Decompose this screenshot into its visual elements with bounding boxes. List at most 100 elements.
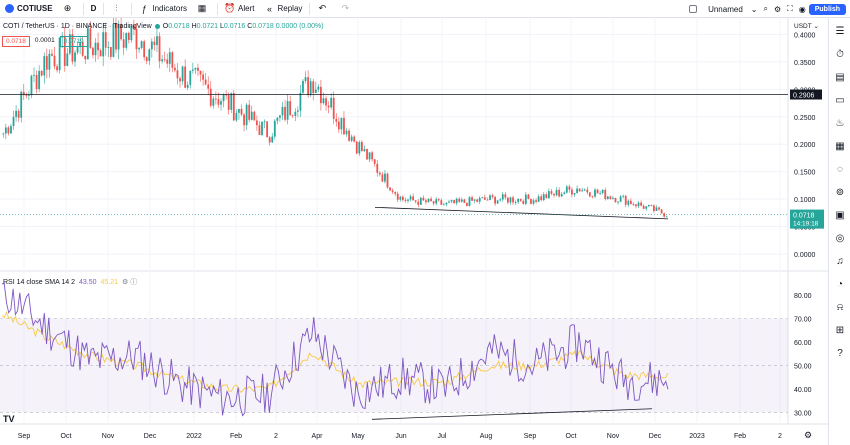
publish-button[interactable]: Publish — [808, 3, 846, 15]
hotlists-flame-icon[interactable]: ♨ — [835, 118, 845, 129]
candle-body — [145, 57, 148, 61]
candle-body — [30, 75, 33, 96]
right-toolbar: ☰ ⏱ ▤ ▭ ♨ ▦ ◌ ⊚ ▣ ◎ ♫ ◔ ⍾ ⊞ ? — [828, 18, 850, 445]
layout-checkbox[interactable] — [689, 5, 698, 13]
layout-menu-chevron-down-icon[interactable]: ⌄ — [750, 4, 758, 14]
price-tick-label: 0.3500 — [794, 60, 816, 67]
time-tick-label: 2 — [778, 433, 782, 440]
candle-body — [130, 25, 133, 41]
chart-canvas[interactable]: 0.40000.35000.30000.25000.20000.15000.10… — [0, 18, 828, 445]
tradingview-logo[interactable]: TV — [3, 414, 15, 424]
candle-body — [314, 89, 317, 94]
bell-icon[interactable]: ⍾ — [836, 302, 844, 313]
interval-button[interactable]: D — [86, 0, 102, 18]
candle-body — [20, 91, 23, 118]
candle-body — [199, 70, 202, 75]
candle-body — [263, 121, 266, 123]
ask-box[interactable]: 0.0719 — [59, 36, 88, 47]
candle-body — [655, 207, 658, 211]
candle-body — [435, 199, 438, 204]
candle-body — [507, 197, 509, 203]
time-tick-label: Feb — [734, 433, 746, 440]
candle-body — [181, 66, 184, 82]
time-tick-label: May — [351, 433, 365, 440]
divider — [309, 2, 311, 15]
scripts-icon[interactable]: ⊞ — [835, 325, 845, 336]
redo-button[interactable]: ↷ — [335, 0, 358, 18]
candle-body — [53, 55, 56, 67]
price-tick-label: 0.2000 — [794, 142, 816, 149]
candle-body — [156, 36, 158, 46]
templates-button[interactable]: ▦ — [192, 0, 215, 18]
candle-body — [222, 94, 225, 102]
candle-body — [337, 121, 340, 130]
candle-body — [168, 52, 171, 64]
compare-button[interactable]: ⊕ — [58, 0, 81, 18]
chart-type-button[interactable]: ⫶ — [106, 0, 129, 18]
high-value: 0.0721 — [196, 23, 219, 30]
candle-body — [248, 104, 251, 120]
candle-body — [437, 199, 440, 201]
candle-body — [486, 199, 489, 201]
candle-body — [343, 117, 345, 135]
broadcast-icon[interactable]: ◎ — [835, 233, 845, 244]
bid-box[interactable]: 0.0718 — [2, 36, 30, 47]
alerts-clock-icon[interactable]: ⏱ — [836, 49, 844, 60]
camera-icon[interactable]: ◉ — [798, 4, 806, 14]
candle-body — [212, 98, 215, 106]
calendar-icon[interactable]: ▦ — [835, 141, 845, 152]
candle-body — [481, 197, 484, 199]
undo-button[interactable]: ↶ — [312, 0, 335, 18]
notifications-bell-icon[interactable]: ♫ — [836, 256, 844, 267]
fullscreen-icon[interactable]: ⛶ — [787, 4, 793, 13]
candle-body — [512, 197, 514, 203]
grid — [0, 18, 828, 425]
data-window-icon[interactable]: ▤ — [835, 72, 845, 83]
symbol-search[interactable]: COTIUSE — [0, 0, 58, 18]
alert-label: Alert — [238, 4, 255, 13]
candle-body — [279, 115, 281, 118]
ideas-bulb-icon[interactable]: ◌ — [837, 164, 843, 175]
candle-body — [51, 53, 53, 56]
layout-name[interactable]: Unnamed — [708, 4, 743, 14]
rsi-settings-icon[interactable]: ⚙ ⓘ — [122, 279, 138, 286]
replay-button[interactable]: « Replay — [259, 0, 307, 18]
candle-body — [335, 118, 338, 122]
candle-body — [573, 193, 576, 195]
streams-icon[interactable]: ⊚ — [835, 187, 845, 198]
chart-settings-gear-icon[interactable]: ⚙ — [804, 430, 813, 440]
high-label: H — [191, 23, 197, 30]
candle-body — [220, 101, 222, 105]
rsi-title: RSI 14 close SMA 14 2 — [3, 278, 75, 286]
notifications-icon[interactable]: ◔ — [836, 279, 844, 290]
help-icon[interactable]: ? — [837, 348, 843, 359]
watchlist-icon[interactable]: ☰ — [835, 26, 845, 37]
time-axis: Sep Oct Nov Dec 2022 Feb 2 Apr May Jun Jul Aug Sep Oc… — [18, 433, 782, 440]
candle-body — [225, 94, 228, 96]
candle-body — [184, 66, 187, 88]
news-icon[interactable]: ▭ — [835, 95, 845, 106]
candle-body — [115, 23, 117, 50]
candle-body — [458, 198, 461, 202]
search-icon[interactable]: ⌕ — [763, 4, 768, 13]
indicators-button[interactable]: ƒ Indicators — [134, 0, 192, 18]
coti-logo-icon — [5, 4, 14, 13]
divider — [103, 2, 105, 15]
candle-body — [48, 53, 51, 70]
candle-body — [38, 71, 41, 90]
alert-button[interactable]: ⏰ Alert — [220, 0, 259, 18]
candle-body — [599, 192, 602, 194]
candle-body — [140, 41, 143, 48]
candle-body — [409, 196, 412, 200]
candle-body — [663, 213, 666, 217]
candle-body — [540, 196, 543, 201]
candle-body — [127, 32, 130, 41]
candle-body — [4, 127, 7, 134]
chat-icon[interactable]: ▣ — [835, 210, 845, 221]
candle-body — [547, 191, 550, 199]
gear-icon[interactable]: ⚙ — [773, 4, 782, 14]
candle-body — [637, 202, 640, 207]
candle-body — [550, 191, 553, 194]
candle-body — [499, 199, 502, 201]
legend-title: COTI / TetherUS · 1D · BINANCE · Trading… — [3, 23, 152, 30]
